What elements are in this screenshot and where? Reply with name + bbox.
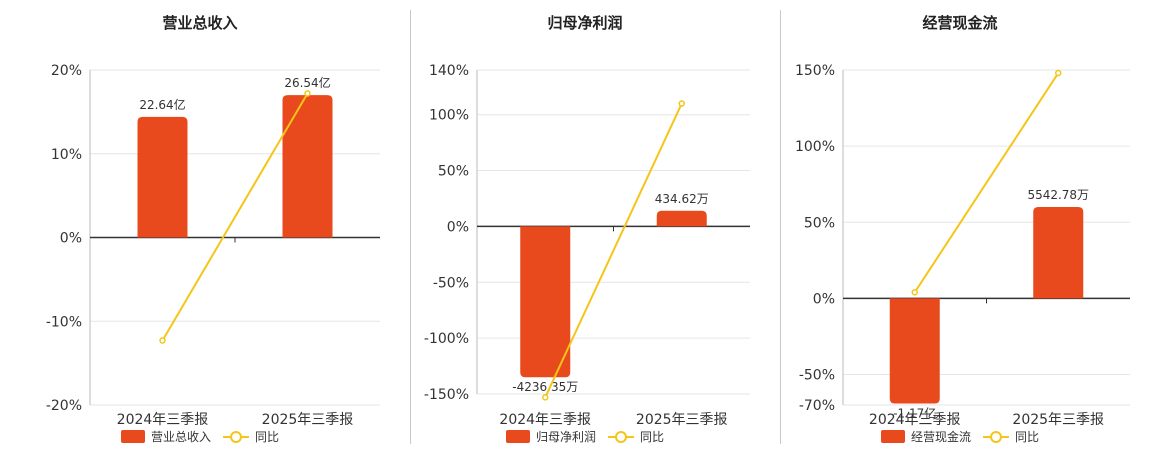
bar	[282, 95, 333, 238]
x-tick-label: 2024年三季报	[117, 412, 209, 428]
y-tick-label: -20%	[46, 398, 82, 414]
y-tick-label: 0%	[447, 219, 469, 235]
y-tick-label: -70%	[799, 398, 835, 414]
bar-legend-swatch	[880, 430, 905, 443]
y-tick-label: 0%	[813, 291, 835, 307]
y-tick-label: 0%	[60, 231, 82, 247]
bar	[520, 226, 571, 378]
y-tick-label: -10%	[46, 314, 82, 330]
y-tick-label: 100%	[795, 139, 835, 155]
x-tick-label: 2025年三季报	[636, 412, 728, 428]
x-tick-label: 2024年三季报	[499, 412, 591, 428]
chart-title: 营业总收入	[162, 14, 238, 32]
bar-data-label: 5542.78万	[1027, 188, 1089, 202]
panel-divider	[410, 10, 411, 444]
chart-title: 经营现金流	[922, 14, 998, 32]
yoy-point	[542, 394, 549, 401]
chart-legend: 营业总收入 同比	[15, 428, 385, 445]
revenue-chart-panel: 营业总收入 -20% -10% 0% 10% 20% 22.64亿 26.54亿 2024年三…	[15, 0, 385, 450]
bar	[889, 298, 940, 404]
y-tick-label: 10%	[51, 147, 82, 163]
cash-flow-chart-panel: 经营现金流 -70% -50% 0% 50% 100% 150% -1.17亿 5542.78…	[775, 0, 1145, 450]
y-tick-label: 50%	[438, 164, 469, 180]
line-legend-swatch	[223, 430, 249, 443]
y-tick-label: 150%	[795, 63, 835, 79]
y-tick-label: -50%	[799, 368, 835, 384]
y-tick-label: 140%	[429, 63, 469, 79]
y-tick-label: 20%	[51, 63, 82, 79]
yoy-point	[159, 337, 166, 344]
yoy-point	[911, 289, 918, 296]
yoy-line	[544, 103, 683, 398]
yoy-point	[678, 100, 685, 107]
bar-data-label: 22.64亿	[139, 97, 185, 112]
line-legend-swatch	[983, 430, 1009, 443]
yoy-line	[161, 92, 309, 342]
bar	[1033, 207, 1084, 299]
chart-legend: 归母净利润 同比	[400, 428, 770, 445]
bar-data-label: -1.17亿	[893, 405, 936, 420]
chart-legend: 经营现金流 同比	[775, 428, 1145, 445]
line-legend-label: 同比	[640, 430, 665, 444]
bar-data-label: 434.62万	[655, 192, 709, 206]
y-tick-label: 100%	[429, 108, 469, 124]
bar-legend-swatch	[120, 430, 145, 443]
cash-flow-chart: -70% -50% 0% 50% 100% 150% -1.17亿 5542.78万 2024年…	[795, 63, 1130, 428]
yoy-line	[913, 72, 1060, 293]
bar-legend-label: 经营现金流	[910, 430, 971, 444]
y-tick-label: 50%	[804, 215, 835, 231]
bar-legend-label: 归母净利润	[535, 430, 596, 444]
bar	[656, 210, 707, 227]
revenue-chart: -20% -10% 0% 10% 20% 22.64亿 26.54亿 2024年三季报 2025…	[46, 63, 380, 428]
bar-legend-swatch	[505, 430, 530, 443]
y-tick-label: -150%	[424, 387, 469, 403]
net-profit-chart-panel: 归母净利润 -150% -100% -50% 0% 50% 100% 140% -4236.3…	[400, 0, 770, 450]
net-profit-chart: -150% -100% -50% 0% 50% 100% 140% -4236.35万 434.…	[424, 63, 750, 428]
bar	[137, 116, 188, 238]
line-legend-label: 同比	[1015, 430, 1040, 444]
yoy-point	[1055, 69, 1062, 77]
panel-divider	[780, 10, 781, 444]
bar-legend-label: 营业总收入	[150, 430, 211, 444]
chart-title: 归母净利润	[547, 14, 623, 32]
x-tick-label: 2025年三季报	[262, 412, 354, 428]
x-tick-label: 2025年三季报	[1012, 412, 1104, 428]
bar-data-label: 26.54亿	[284, 75, 330, 90]
y-tick-label: -50%	[433, 275, 469, 291]
y-tick-label: -100%	[424, 331, 469, 347]
x-tick-label: 2024年三季报	[869, 412, 961, 428]
bar-data-label: -4236.35万	[512, 380, 578, 394]
line-legend-swatch	[608, 430, 634, 443]
yoy-point	[304, 90, 311, 97]
line-legend-label: 同比	[255, 430, 280, 444]
